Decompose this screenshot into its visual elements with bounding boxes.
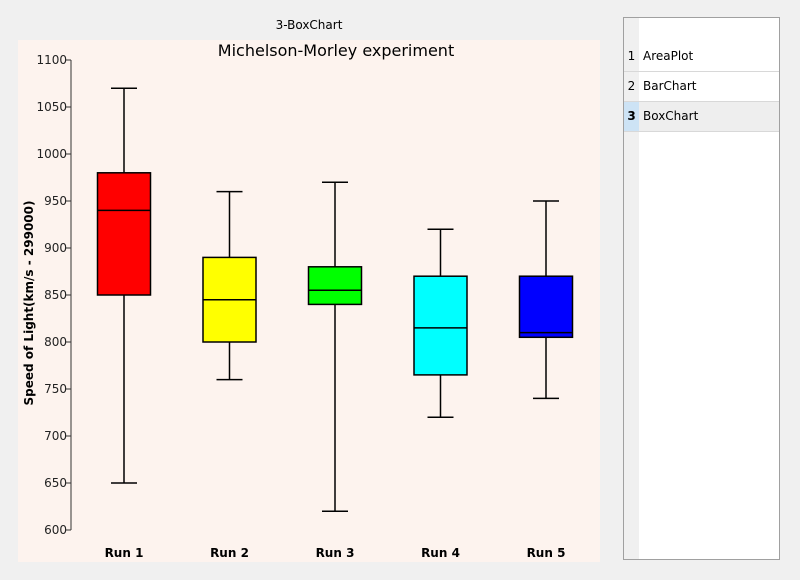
y-tick-label: 950 [44, 194, 67, 208]
y-tick-label: 900 [44, 241, 67, 255]
list-item-label: BoxChart [643, 109, 699, 123]
list-item-label: AreaPlot [643, 49, 694, 63]
box-5 [518, 275, 574, 339]
y-tick-label: 750 [44, 382, 67, 396]
y-tick-label: 1100 [36, 53, 67, 67]
box-chart-plot-area: Michelson-Morley experiment 600 650 700 750 8… [18, 40, 600, 562]
y-tick-label: 1050 [36, 100, 67, 114]
y-tick-label: 800 [44, 335, 67, 349]
x-category-label: Run 2 [210, 546, 249, 560]
x-category-label: Run 1 [105, 546, 144, 560]
box-chart: Michelson-Morley experiment 600 650 700 750 8… [22, 41, 574, 560]
window-title: 3-BoxChart [275, 18, 343, 32]
y-tick-label: 650 [44, 476, 67, 490]
y-tick-label: 600 [44, 523, 67, 537]
list-item-barchart[interactable]: 2 BarChart [624, 72, 779, 102]
row-number-gutter [624, 18, 639, 559]
x-category-label: Run 5 [527, 546, 566, 560]
y-tick-label: 850 [44, 288, 67, 302]
y-tick-label: 1000 [36, 147, 67, 161]
x-category-label: Run 3 [316, 546, 355, 560]
list-item-number: 2 [627, 79, 636, 93]
box-1 [96, 172, 152, 296]
box-3 [307, 266, 363, 306]
list-item-boxchart[interactable]: 3 BoxChart [624, 102, 779, 132]
chart-title: Michelson-Morley experiment [218, 41, 454, 60]
x-category-label: Run 4 [421, 546, 460, 560]
box-4 [413, 275, 468, 376]
chart-list[interactable]: 1 AreaPlot 2 BarChart 3 BoxChart [623, 17, 780, 560]
list-item-areaplot[interactable]: 1 AreaPlot [624, 42, 779, 72]
y-tick-label: 700 [44, 429, 67, 443]
list-item-number: 1 [627, 49, 636, 63]
list-item-number: 3 [624, 102, 639, 131]
list-item-label: BarChart [643, 79, 697, 93]
y-axis-label: Speed of Light(km/s - 299000) [22, 201, 36, 406]
